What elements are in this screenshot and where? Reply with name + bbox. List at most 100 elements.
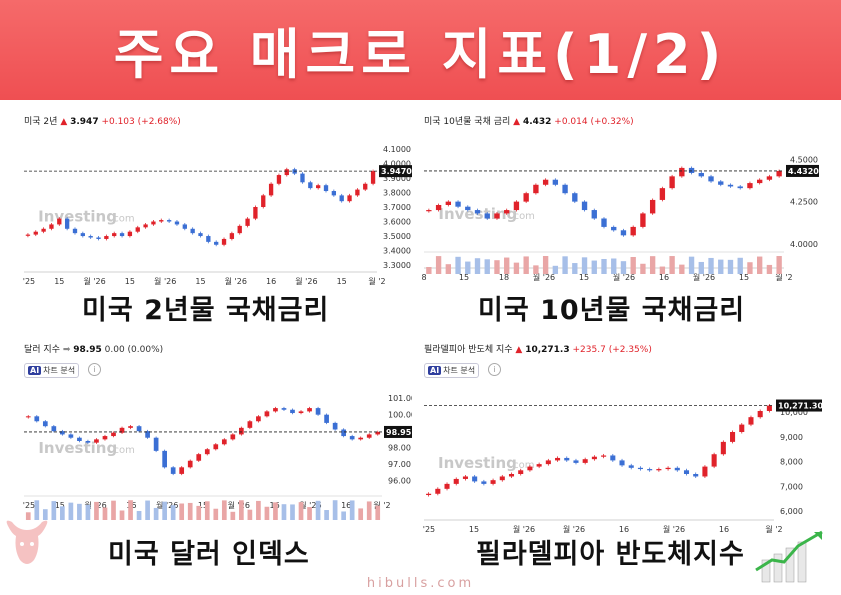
candle [766,405,772,411]
candle [315,408,321,415]
candle [174,221,180,225]
candle [628,465,634,468]
candle [298,411,304,414]
ai-chart-analysis-button[interactable]: AI 차트 분석 [424,363,480,378]
candle [187,460,193,468]
y-tick-label: 4.0000 [790,240,818,249]
x-tick-label: 월 '26 [295,276,317,286]
volume-bar [688,256,695,274]
volume-bar [85,504,91,520]
y-tick-label: 6,000 [780,507,803,516]
candle [649,199,656,214]
volume-bar [315,500,321,520]
watermark: Investing [38,439,117,457]
candle [198,233,203,237]
caption-us10y: 미국 10년물 국채금리 [478,295,746,326]
candle [562,184,568,194]
volume-bar [264,506,270,520]
volume-bar [504,257,510,274]
y-tick-label: 7,000 [780,482,803,491]
volume-bar [581,257,588,274]
y-tick-label: 9,000 [780,433,803,442]
candle [25,416,31,418]
volume-bar [298,502,304,520]
x-tick-label: 15 [195,277,205,286]
panel-header: 달러 지수 ➡ 98.95 0.00 (0.00%) [24,342,163,355]
x-tick-label: 15 [459,273,469,282]
candle [96,237,101,239]
ai-chart-analysis-button[interactable]: AI 차트 분석 [24,363,80,378]
x-tick-label: 월 '26 [83,276,105,286]
y-tick-label: 4.5000 [790,155,818,164]
volume-bar [611,258,617,274]
x-tick-label: 월 '2 [775,272,792,282]
x-tick-label: 월 '26 [613,272,635,282]
y-tick-label: 10,000 [780,408,808,417]
volume-bar [153,507,159,520]
volume-bar [34,500,40,520]
candle [221,439,227,445]
volume-bar [630,256,636,274]
volume-bar [669,256,675,274]
chart-panel-us2y: 미국 2년 ▲ 3.947 +0.103 (+2.68%) 4.1000 4.00… [22,114,412,292]
info-icon[interactable]: i [88,363,101,376]
candle [601,218,607,227]
volume-bar [102,507,108,520]
candle [711,454,717,467]
candle [637,467,643,470]
volume-bar [572,263,578,274]
candle [143,224,148,228]
watermark-suffix: .com [510,211,535,222]
title-banner: 주요 매크로 지표(1/2) [0,0,841,100]
y-tick-label: 3.6000 [383,218,411,227]
candle [104,236,109,239]
current-price: 10,271.3 [525,345,570,355]
info-icon[interactable]: i [488,363,501,376]
volume-bar [358,508,364,520]
candle [247,421,253,428]
candle [237,225,242,234]
candle [453,478,459,484]
candle [214,241,219,245]
candle [308,182,313,189]
y-tick-label: 100.00 [388,411,412,420]
volume-bar [426,267,432,274]
volume-bar [341,511,346,520]
volume-bar [562,256,568,274]
watermark-suffix: .com [110,214,135,225]
volume-bar [776,256,782,274]
candle [757,179,763,184]
candle [363,183,368,190]
volume-bar [601,258,607,274]
candle [34,416,40,422]
candle [727,184,734,187]
candle [204,449,210,455]
chart-panel-dxy: 달러 지수 ➡ 98.95 0.00 (0.00%) AI 차트 분석 i 101… [22,342,412,537]
candle [281,408,287,410]
instrument-name: 필라델피아 반도체 지수 [424,345,513,355]
candle [748,417,754,425]
candle [472,476,478,482]
volume-bar [523,256,529,274]
watermark-suffix: .com [510,460,535,471]
candle [135,227,140,232]
candle [375,431,381,435]
candle [41,228,46,232]
volume-bar [757,256,763,274]
candle [693,474,699,477]
candle [111,432,116,437]
volume-bar [60,506,65,520]
panel-header: 미국 2년 ▲ 3.947 +0.103 (+2.68%) [24,114,181,127]
caption-sox: 필라델피아 반도체지수 [476,539,745,570]
price-change: +235.7 [572,345,606,355]
volume-bar [445,264,451,274]
candle [300,173,305,183]
candle [766,176,773,180]
candle [276,175,282,184]
candle [284,169,289,176]
candle [490,480,496,484]
x-tick-label: 월 '26 [156,500,178,510]
volume-bar [640,263,646,274]
x-tick-label: 월 '26 [299,500,321,510]
candle [582,459,588,463]
